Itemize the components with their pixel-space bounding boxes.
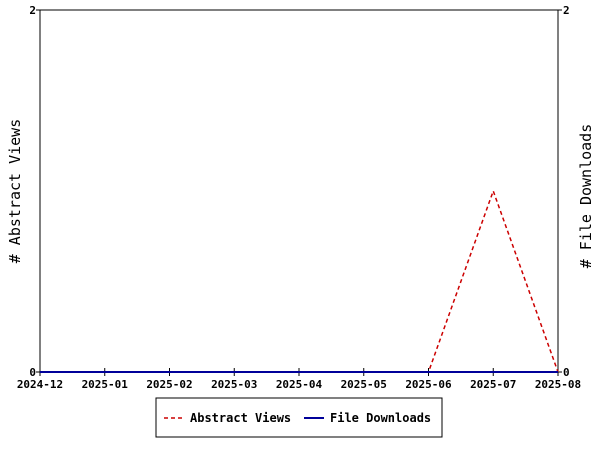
x-tick-label: 2025-04 xyxy=(276,378,323,391)
x-tick-label: 2024-12 xyxy=(17,378,63,391)
legend-box xyxy=(155,397,443,438)
legend-label-abstract-views: Abstract Views xyxy=(190,411,291,425)
y2-tick-label: 0 xyxy=(563,366,570,379)
legend-label-file-downloads: File Downloads xyxy=(330,411,431,425)
x-tick-label: 2025-07 xyxy=(470,378,516,391)
x-tick-label: 2025-05 xyxy=(341,378,387,391)
left-y-axis: 02 xyxy=(29,4,40,379)
right-y-axis: 02 xyxy=(558,4,570,379)
x-axis: 2024-12 2025-01 2025-02 2025-03 2025-04 2025-… xyxy=(17,368,581,391)
series-layer xyxy=(40,188,559,373)
y2-tick-label: 2 xyxy=(563,4,570,17)
x-tick-label: 2025-06 xyxy=(405,378,452,391)
x-tick-label: 2025-01 xyxy=(82,378,129,391)
legend: Abstract Views File Downloads xyxy=(155,397,443,438)
right-axis-label: # File Downloads xyxy=(577,124,595,269)
y-tick-label: 2 xyxy=(29,4,36,17)
x-tick-label: 2025-08 xyxy=(535,378,581,391)
x-tick-label: 2025-03 xyxy=(211,378,257,391)
left-axis-label: # Abstract Views xyxy=(6,119,24,264)
y-tick-label: 0 xyxy=(29,366,36,379)
x-tick-label: 2025-02 xyxy=(146,378,192,391)
plot-area xyxy=(39,9,559,373)
